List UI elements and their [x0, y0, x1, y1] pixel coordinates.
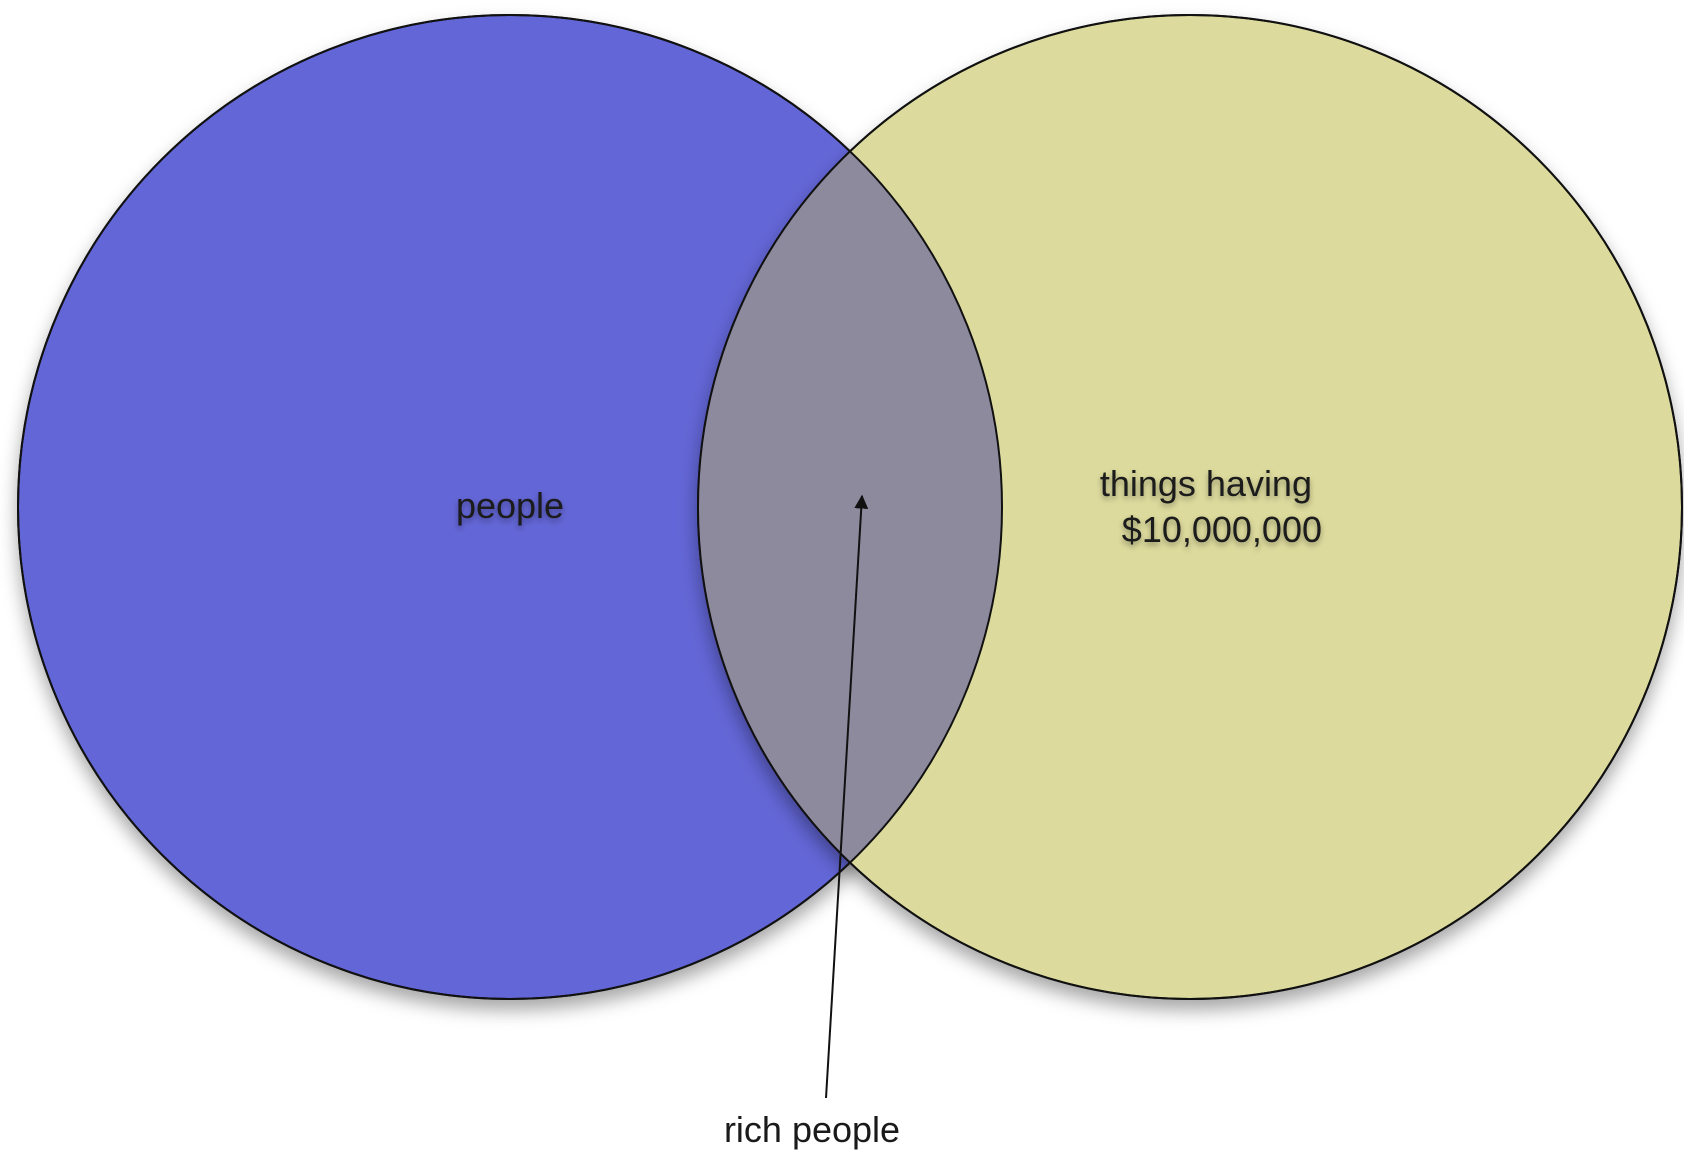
label-things-having-line-1: things having — [1100, 463, 1312, 504]
set-outline-people — [17, 14, 1003, 1000]
label-rich-people: rich people — [724, 1109, 900, 1150]
label-things-having-line-2: $10,000,000 — [1122, 509, 1322, 550]
label-people: people — [456, 485, 564, 526]
pointer-arrow — [825, 494, 869, 1099]
label-things-having-money: things having $10,000,000 — [1100, 463, 1322, 550]
set-outline-things-having-money — [697, 14, 1683, 1000]
